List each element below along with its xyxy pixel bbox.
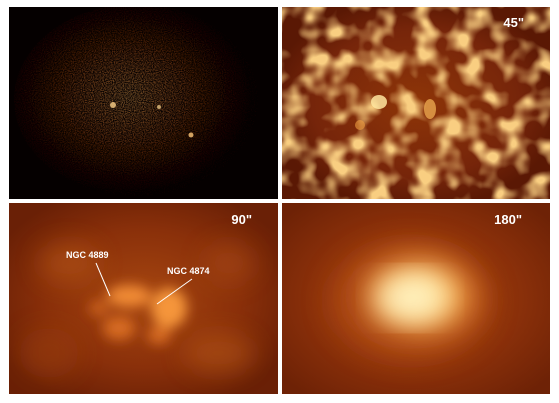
smoothed-180-image <box>282 203 550 394</box>
scale-label-180: 180" <box>494 212 522 227</box>
ngc4889-label: NGC 4889 <box>66 250 109 260</box>
smoothed-45-panel: 45" <box>282 7 550 199</box>
ngc4874-label: NGC 4874 <box>167 266 210 276</box>
raw-xray-image-panel <box>9 7 278 199</box>
scale-label-45: 45" <box>503 15 524 30</box>
smoothed-45-image <box>282 7 550 199</box>
smoothed-90-panel: NGC 4889 NGC 4874 90" <box>9 203 278 394</box>
raw-xray-image <box>9 7 278 199</box>
scale-label-90: 90" <box>231 212 252 227</box>
smoothed-90-image <box>9 203 278 394</box>
smoothed-180-panel: 180" <box>282 203 550 394</box>
